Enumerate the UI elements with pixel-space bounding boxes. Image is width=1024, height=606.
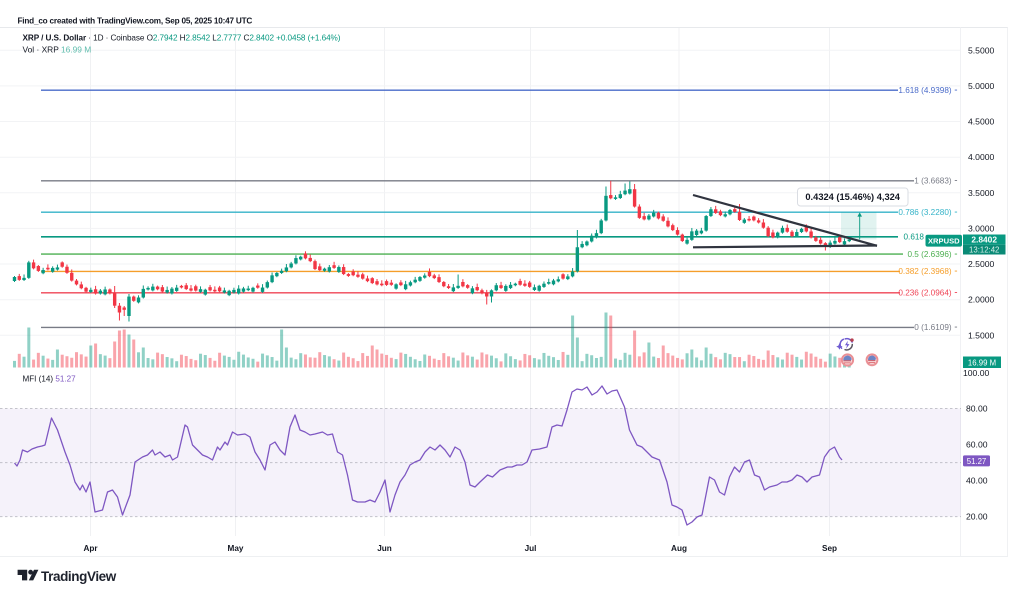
svg-text:XRP / U.S. Dollar · 1D · Coinb: XRP / U.S. Dollar · 1D · Coinbase O2.794… xyxy=(23,34,341,43)
svg-text:1 (3.6683) ⁃: 1 (3.6683) ⁃ xyxy=(914,177,958,186)
svg-text:2.8402: 2.8402 xyxy=(971,235,997,245)
svg-text:1.618 (4.9398) ⁃: 1.618 (4.9398) ⁃ xyxy=(898,86,958,95)
svg-text:3.0000: 3.0000 xyxy=(968,223,995,233)
svg-text:51.27: 51.27 xyxy=(967,457,987,466)
svg-text:5.5000: 5.5000 xyxy=(968,45,995,55)
svg-text:16.99 M: 16.99 M xyxy=(968,358,996,367)
svg-text:40.00: 40.00 xyxy=(966,476,988,486)
svg-text:Aug: Aug xyxy=(671,544,687,553)
svg-text:XRPUSD: XRPUSD xyxy=(928,236,960,245)
svg-text:Sep: Sep xyxy=(822,544,837,553)
svg-text:80.00: 80.00 xyxy=(966,404,988,414)
svg-text:0.236 (2.0964) ⁃: 0.236 (2.0964) ⁃ xyxy=(898,289,958,298)
svg-text:0.786 (3.2280) ⁃: 0.786 (3.2280) ⁃ xyxy=(898,208,958,217)
svg-text:Jul: Jul xyxy=(525,544,537,553)
svg-text:20.00: 20.00 xyxy=(966,512,988,522)
svg-text:Vol · XRP 16.99 M: Vol · XRP 16.99 M xyxy=(23,45,92,55)
svg-text:60.00: 60.00 xyxy=(966,440,988,450)
svg-text:3.5000: 3.5000 xyxy=(968,188,995,198)
svg-text:Apr: Apr xyxy=(83,544,98,553)
svg-text:Find_co created with TradingVi: Find_co created with TradingView.com, Se… xyxy=(18,16,253,25)
svg-text:0.5 (2.6396) ⁃: 0.5 (2.6396) ⁃ xyxy=(907,250,958,259)
svg-text:Jun: Jun xyxy=(377,544,392,553)
svg-text:100.00: 100.00 xyxy=(963,368,990,378)
svg-text:May: May xyxy=(228,544,244,553)
svg-text:1.5000: 1.5000 xyxy=(968,330,995,340)
svg-text:13:12:42: 13:12:42 xyxy=(969,245,999,254)
svg-text:0.618: 0.618 xyxy=(904,233,925,242)
svg-text:4.5000: 4.5000 xyxy=(968,117,995,127)
svg-text:2.0000: 2.0000 xyxy=(968,295,995,305)
svg-text:0.382 (2.3968) ⁃: 0.382 (2.3968) ⁃ xyxy=(898,267,958,276)
svg-text:2.5000: 2.5000 xyxy=(968,259,995,269)
svg-text:4.0000: 4.0000 xyxy=(968,152,995,162)
svg-text:0 (1.6109) ⁃: 0 (1.6109) ⁃ xyxy=(914,323,958,332)
svg-text:MFI (14) 51.27: MFI (14) 51.27 xyxy=(23,374,77,383)
svg-text:0.4324 (15.46%) 4,324: 0.4324 (15.46%) 4,324 xyxy=(805,192,900,202)
svg-text:5.0000: 5.0000 xyxy=(968,81,995,91)
svg-text:TradingView: TradingView xyxy=(41,569,117,584)
